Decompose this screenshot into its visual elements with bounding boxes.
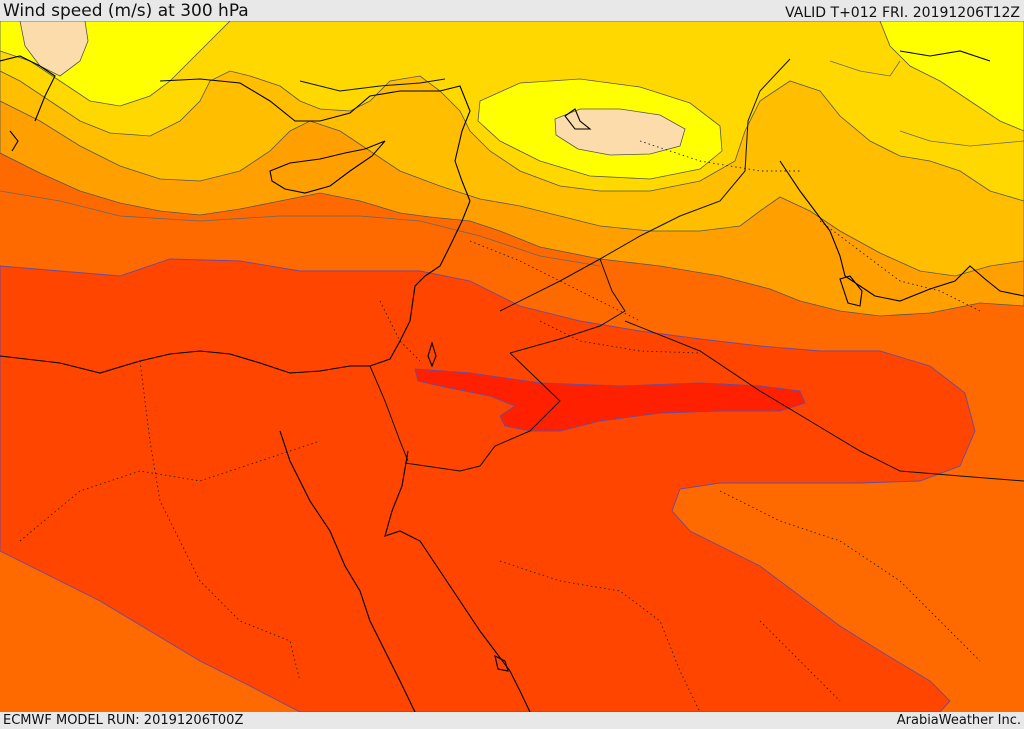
valid-time-label: VALID T+012 FRI. 20191206T12Z [785,5,1020,21]
wind-contours [0,60,1024,267]
wind-speed-map [0,21,1024,712]
model-run-label: ECMWF MODEL RUN: 20191206T00Z [3,713,244,728]
map-canvas [0,21,1024,712]
band-peach-west [19,21,89,77]
boundary-lines [299,58,1024,482]
band-red [414,368,806,432]
map-title: Wind speed (m/s) at 300 hPa [3,1,249,21]
band-yellow-east [879,21,1024,132]
band-peach-center [554,108,686,156]
country-borders [19,140,981,712]
header-bar: Wind speed (m/s) at 300 hPa VALID T+012 … [0,0,1024,21]
footer-bar: ECMWF MODEL RUN: 20191206T00Z ArabiaWeat… [0,712,1024,729]
credit-label: ArabiaWeather Inc. [896,713,1021,728]
coastlines [0,50,1024,712]
